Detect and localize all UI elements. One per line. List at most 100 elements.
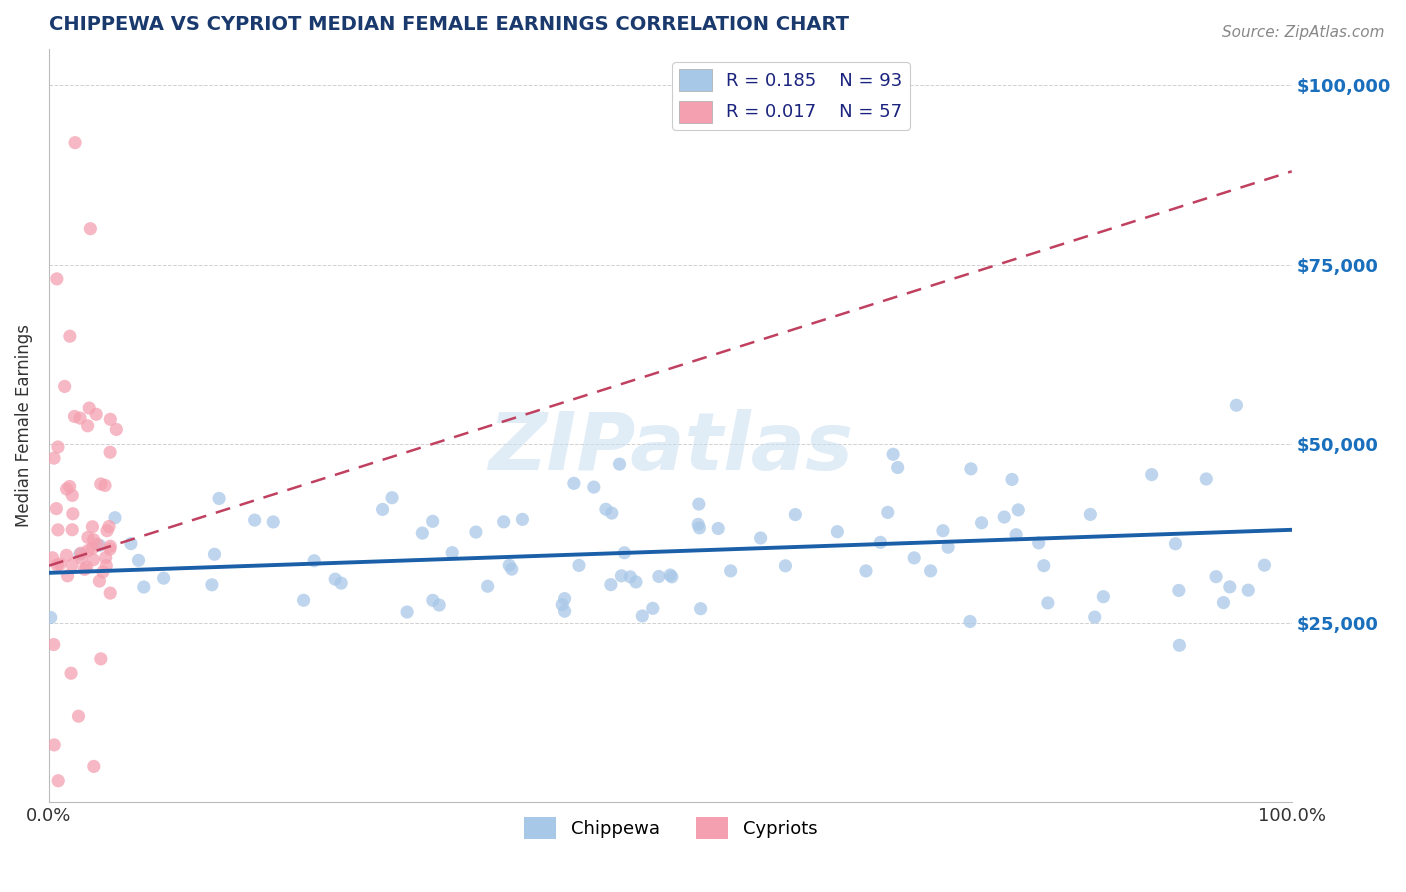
Point: [1032, 558, 1054, 573]
Point: [63, 136, 86, 150]
Point: [1212, 596, 1234, 610]
Point: [1092, 590, 1115, 604]
Point: [59, 329, 82, 343]
Point: [69, 411, 91, 425]
Point: [86, 537, 108, 551]
Point: [512, 512, 534, 526]
Point: [876, 505, 898, 519]
Point: [886, 460, 908, 475]
Point: [422, 514, 444, 528]
Point: [477, 579, 499, 593]
Point: [77, 543, 100, 558]
Point: [67, 709, 90, 723]
Point: [90, 477, 112, 491]
Point: [1005, 527, 1028, 541]
Point: [98, 539, 121, 553]
Point: [932, 524, 955, 538]
Point: [689, 601, 711, 615]
Point: [302, 554, 325, 568]
Point: [90, 652, 112, 666]
Point: [46, 558, 69, 573]
Point: [98, 445, 121, 459]
Point: [1237, 583, 1260, 598]
Point: [610, 569, 633, 583]
Point: [98, 412, 121, 426]
Point: [1164, 537, 1187, 551]
Point: [920, 564, 942, 578]
Point: [582, 480, 605, 494]
Point: [39, 610, 62, 624]
Point: [91, 565, 114, 579]
Point: [775, 558, 797, 573]
Point: [70, 546, 93, 560]
Point: [1167, 583, 1189, 598]
Point: [827, 524, 849, 539]
Point: [595, 502, 617, 516]
Point: [53, 379, 76, 393]
Point: [1140, 467, 1163, 482]
Point: [77, 530, 100, 544]
Point: [562, 476, 585, 491]
Point: [1078, 508, 1101, 522]
Point: [599, 577, 621, 591]
Point: [76, 418, 98, 433]
Point: [441, 546, 464, 560]
Point: [498, 558, 520, 573]
Point: [96, 558, 118, 573]
Point: [936, 540, 959, 554]
Point: [648, 569, 671, 583]
Point: [292, 593, 315, 607]
Point: [609, 457, 631, 471]
Point: [84, 407, 107, 421]
Point: [396, 605, 419, 619]
Point: [1205, 569, 1227, 583]
Point: [45, 272, 67, 286]
Point: [152, 571, 174, 585]
Point: [104, 510, 127, 524]
Point: [96, 524, 118, 538]
Point: [60, 488, 83, 502]
Point: [1007, 503, 1029, 517]
Point: [631, 609, 654, 624]
Point: [63, 409, 86, 424]
Point: [42, 451, 65, 466]
Point: [201, 578, 224, 592]
Point: [720, 564, 742, 578]
Point: [613, 546, 636, 560]
Point: [76, 560, 98, 574]
Point: [262, 515, 284, 529]
Point: [83, 759, 105, 773]
Point: [243, 513, 266, 527]
Point: [45, 501, 67, 516]
Legend: Chippewa, Cypriots: Chippewa, Cypriots: [516, 809, 824, 846]
Point: [1225, 398, 1247, 412]
Point: [554, 604, 576, 618]
Point: [323, 572, 346, 586]
Point: [785, 508, 807, 522]
Point: [554, 591, 576, 606]
Point: [60, 558, 83, 572]
Point: [46, 523, 69, 537]
Point: [492, 515, 515, 529]
Text: CHIPPEWA VS CYPRIOT MEDIAN FEMALE EARNINGS CORRELATION CHART: CHIPPEWA VS CYPRIOT MEDIAN FEMALE EARNIN…: [49, 15, 849, 34]
Point: [62, 507, 84, 521]
Point: [688, 497, 710, 511]
Point: [993, 510, 1015, 524]
Point: [82, 541, 104, 556]
Point: [960, 462, 983, 476]
Point: [208, 491, 231, 506]
Point: [1036, 596, 1059, 610]
Point: [659, 568, 682, 582]
Point: [128, 553, 150, 567]
Point: [77, 401, 100, 415]
Point: [903, 550, 925, 565]
Point: [551, 598, 574, 612]
Point: [1084, 610, 1107, 624]
Point: [1253, 558, 1275, 573]
Point: [1001, 473, 1024, 487]
Point: [641, 601, 664, 615]
Point: [371, 502, 394, 516]
Point: [749, 531, 772, 545]
Point: [568, 558, 591, 573]
Point: [619, 570, 641, 584]
